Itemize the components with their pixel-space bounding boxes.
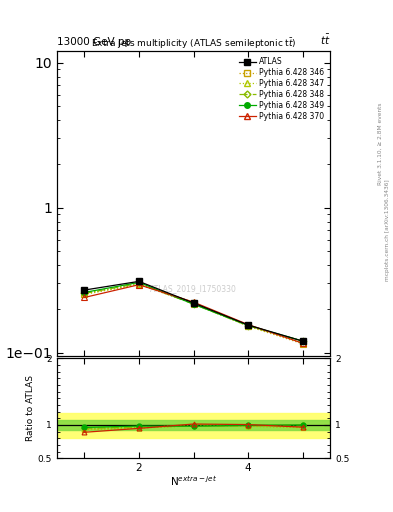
Y-axis label: Ratio to ATLAS: Ratio to ATLAS bbox=[26, 375, 35, 441]
X-axis label: N$^{extra-jet}$: N$^{extra-jet}$ bbox=[170, 475, 217, 488]
Text: $t\bar{t}$: $t\bar{t}$ bbox=[320, 33, 330, 47]
Title: Extra jets multiplicity (ATLAS semileptonic t$\bar{t}$): Extra jets multiplicity (ATLAS semilepto… bbox=[91, 36, 296, 51]
Legend: ATLAS, Pythia 6.428 346, Pythia 6.428 347, Pythia 6.428 348, Pythia 6.428 349, P: ATLAS, Pythia 6.428 346, Pythia 6.428 34… bbox=[237, 55, 326, 123]
Text: mcplots.cern.ch [arXiv:1306.3436]: mcplots.cern.ch [arXiv:1306.3436] bbox=[385, 180, 389, 281]
Text: ATLAS_2019_I1750330: ATLAS_2019_I1750330 bbox=[150, 284, 237, 293]
Y-axis label: 1 / σ dσ / d N$^{extra-jet}$: 1 / σ dσ / d N$^{extra-jet}$ bbox=[0, 157, 3, 250]
Text: 13000 GeV pp: 13000 GeV pp bbox=[57, 37, 131, 47]
Text: Rivet 3.1.10, ≥ 2.8M events: Rivet 3.1.10, ≥ 2.8M events bbox=[378, 102, 383, 185]
